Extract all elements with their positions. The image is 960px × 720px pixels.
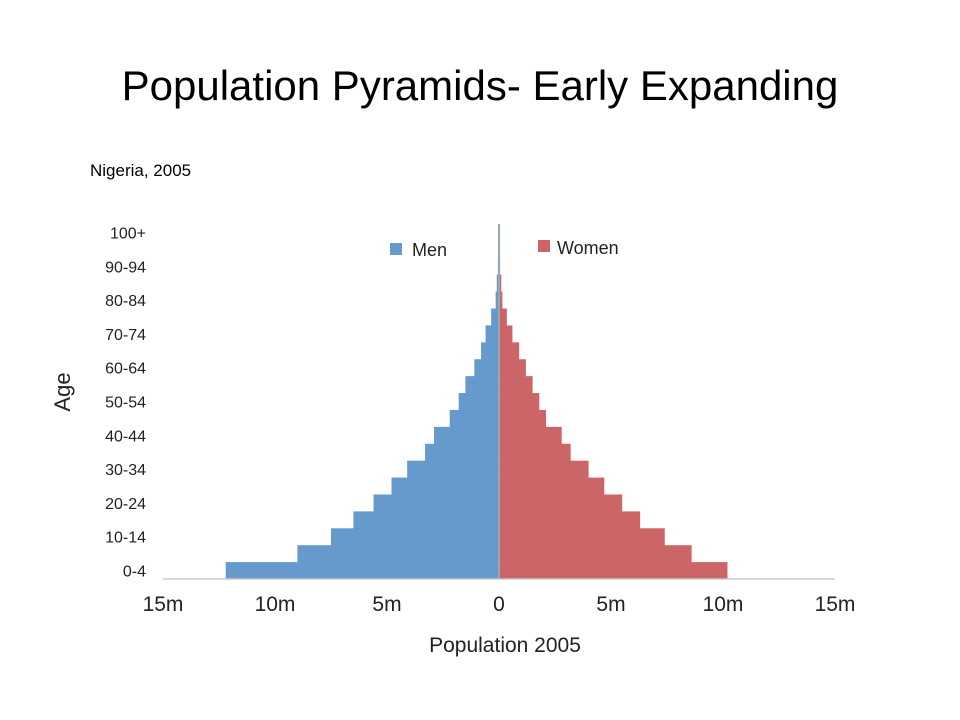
legend-men-swatch <box>390 243 402 255</box>
men-bar-30-34 <box>407 460 499 478</box>
women-bar-25-29 <box>499 477 605 495</box>
y-tick-label: 20-24 <box>105 496 146 513</box>
x-tick-label: 15m <box>143 593 184 616</box>
x-tick-label: 5m <box>372 593 401 616</box>
women-bar-65-69 <box>499 342 520 360</box>
men-bar-0-4 <box>225 562 499 580</box>
men-bar-10-14 <box>331 528 499 546</box>
men-bar-50-54 <box>458 393 499 411</box>
women-bar-10-14 <box>499 528 665 546</box>
men-bars <box>225 224 499 580</box>
men-bar-25-29 <box>391 477 499 495</box>
men-bar-35-39 <box>425 443 499 461</box>
women-bar-50-54 <box>499 393 540 411</box>
men-bar-80-84 <box>495 291 499 309</box>
slide-title: Population Pyramids- Early Expanding <box>121 62 839 109</box>
slide-subtitle: Nigeria, 2005 <box>90 161 192 180</box>
y-tick-label: 10-14 <box>105 530 146 547</box>
y-tick-label: 50-54 <box>105 395 146 412</box>
x-tick-label: 5m <box>596 593 625 616</box>
men-bar-55-59 <box>465 376 499 394</box>
x-tick-label: 0 <box>493 593 505 616</box>
women-bar-35-39 <box>499 443 571 461</box>
y-tick-label: 40-44 <box>105 428 146 445</box>
men-bar-60-64 <box>474 359 499 377</box>
women-bar-45-49 <box>499 409 547 428</box>
women-bar-20-24 <box>499 494 623 512</box>
women-bar-15-19 <box>499 511 641 529</box>
x-axis-ticks: 15m 10m 5m 0 5m 10m 15m <box>143 593 856 616</box>
women-bar-85-89 <box>499 274 502 292</box>
legend-men-label: Men <box>412 240 447 260</box>
x-tick-label: 10m <box>255 593 296 616</box>
men-bar-15-19 <box>353 511 499 529</box>
men-bar-20-24 <box>373 494 499 512</box>
men-bar-75-79 <box>491 308 499 326</box>
men-bar-70-74 <box>485 325 499 343</box>
y-axis-title: Age <box>50 372 75 411</box>
y-axis-ticks: 0-4 10-14 20-24 30-34 40-44 50-54 60-64 70-74 80… <box>105 225 146 580</box>
men-bar-65-69 <box>481 342 499 360</box>
legend-women-swatch <box>538 240 550 252</box>
women-bar-0-4 <box>499 562 728 580</box>
women-bar-75-79 <box>499 308 507 326</box>
x-tick-label: 15m <box>815 593 856 616</box>
legend-women-label: Women <box>557 238 619 258</box>
y-tick-label: 90-94 <box>105 259 146 276</box>
women-bar-5-9 <box>499 545 692 563</box>
y-tick-label: 30-34 <box>105 462 146 479</box>
y-tick-label: 60-64 <box>105 361 146 378</box>
y-tick-label: 100+ <box>110 225 146 242</box>
women-bar-40-44 <box>499 426 562 445</box>
women-bar-55-59 <box>499 376 533 394</box>
women-bar-30-34 <box>499 460 589 478</box>
men-bar-45-49 <box>449 409 499 428</box>
y-tick-label: 80-84 <box>105 293 146 310</box>
x-axis-title: Population 2005 <box>429 634 581 657</box>
women-bar-60-64 <box>499 359 526 377</box>
men-bar-5-9 <box>297 545 499 563</box>
men-bar-40-44 <box>434 426 499 445</box>
legend: Men Women <box>390 238 619 260</box>
x-tick-label: 10m <box>703 593 744 616</box>
women-bar-70-74 <box>499 325 513 343</box>
women-bar-80-84 <box>499 291 503 309</box>
men-bar-85-89 <box>496 274 499 292</box>
y-tick-label: 70-74 <box>105 327 146 344</box>
women-bars <box>499 224 728 580</box>
y-tick-label: 0-4 <box>123 564 146 581</box>
